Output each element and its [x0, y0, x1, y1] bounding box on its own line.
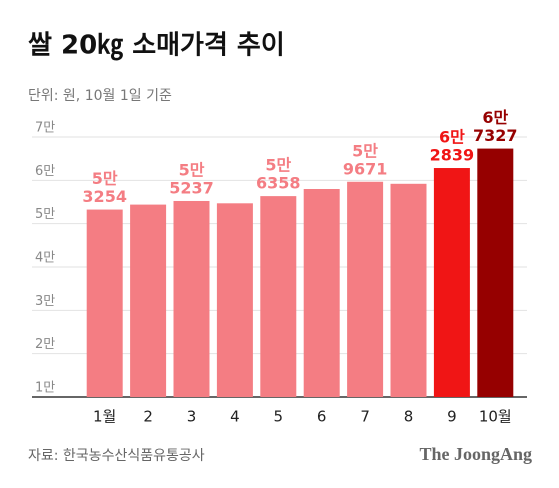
value-label: 7327: [473, 126, 518, 145]
value-label: 5만: [352, 141, 378, 160]
y-tick-label: 7만: [35, 121, 55, 136]
bar: [477, 148, 514, 397]
x-tick-label: 6: [317, 408, 327, 426]
bar: [260, 196, 297, 397]
x-tick-label: 10월: [479, 408, 512, 426]
y-tick-label: 4만: [35, 251, 55, 266]
value-label: 5만: [179, 160, 205, 179]
value-label: 5만: [265, 156, 291, 175]
value-label: 6만: [439, 128, 465, 147]
chart-title: 쌀 20㎏ 소매가격 추이: [28, 31, 285, 62]
logo: The JoongAng: [419, 444, 532, 464]
x-tick-label: 2: [143, 408, 153, 426]
x-tick-label: 1월: [93, 408, 116, 426]
x-tick-label: 4: [230, 408, 240, 426]
bar: [303, 189, 340, 397]
x-tick-label: 5: [274, 408, 284, 426]
y-tick-label: 6만: [35, 164, 55, 179]
value-label: 5만: [92, 169, 118, 188]
x-tick-label: 3: [187, 408, 197, 426]
y-tick-label: 5만: [35, 207, 55, 222]
value-label: 6만: [482, 108, 508, 127]
value-label: 6358: [256, 174, 301, 193]
y-tick-label: 1만: [35, 381, 55, 396]
bar: [216, 203, 253, 397]
source: 자료: 한국농수산식품유통공사: [28, 448, 205, 464]
bar: [347, 181, 384, 397]
y-tick-label: 2만: [35, 337, 55, 352]
value-label: 2839: [430, 146, 475, 165]
bar: [130, 204, 167, 397]
bar: [173, 200, 210, 397]
x-tick-label: 8: [404, 408, 414, 426]
chart-subtitle: 단위: 원, 10월 1일 기준: [28, 88, 172, 104]
x-tick-label: 9: [447, 408, 457, 426]
bar: [86, 209, 123, 397]
y-tick-label: 3만: [35, 294, 55, 309]
bar: [390, 183, 427, 397]
x-tick-label: 7: [360, 408, 370, 426]
value-label: 3254: [82, 187, 127, 206]
value-label: 5237: [169, 178, 214, 197]
bar: [433, 168, 470, 397]
value-label: 9671: [343, 159, 388, 178]
